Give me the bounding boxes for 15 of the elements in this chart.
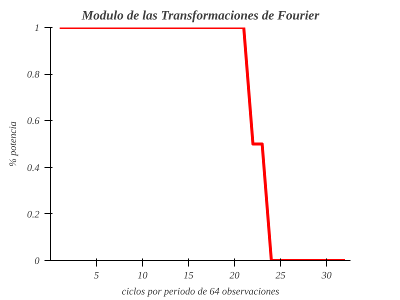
y-tick-label: 0.6 <box>27 116 40 128</box>
x-tick-label: 10 <box>138 270 148 282</box>
x-tick-label: 25 <box>276 270 286 282</box>
chart-title: Modulo de las Transformaciones de Fourier <box>80 8 320 22</box>
x-tick-label: 20 <box>230 270 240 282</box>
y-tick-label: 0.8 <box>27 70 40 81</box>
x-tick-label: 5 <box>94 270 100 282</box>
x-axis-title: ciclos por periodo de 64 observaciones <box>122 286 280 298</box>
y-tick-label: 1 <box>34 23 40 34</box>
y-tick-label: 0.4 <box>27 162 40 174</box>
y-tick-label: 0.2 <box>27 209 40 220</box>
y-tick-label: 0 <box>34 256 40 267</box>
x-tick-label: 15 <box>184 270 194 282</box>
x-tick-label: 30 <box>320 270 332 282</box>
y-axis-title: % potencia <box>8 121 19 167</box>
